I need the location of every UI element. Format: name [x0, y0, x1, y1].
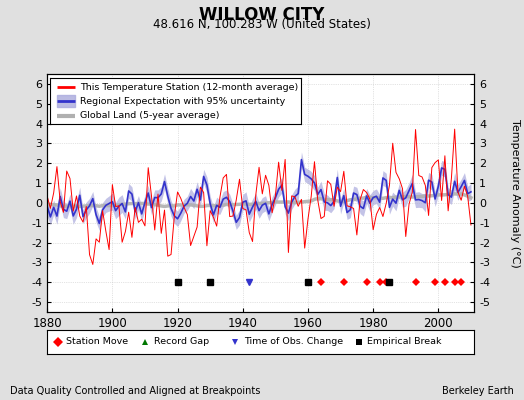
Text: 48.616 N, 100.283 W (United States): 48.616 N, 100.283 W (United States) — [153, 18, 371, 31]
Text: Regional Expectation with 95% uncertainty: Regional Expectation with 95% uncertaint… — [80, 96, 285, 106]
Text: Data Quality Controlled and Aligned at Breakpoints: Data Quality Controlled and Aligned at B… — [10, 386, 261, 396]
Text: Time of Obs. Change: Time of Obs. Change — [244, 338, 343, 346]
Text: Global Land (5-year average): Global Land (5-year average) — [80, 111, 220, 120]
Text: This Temperature Station (12-month average): This Temperature Station (12-month avera… — [80, 83, 298, 92]
Text: Empirical Break: Empirical Break — [367, 338, 442, 346]
Y-axis label: Temperature Anomaly (°C): Temperature Anomaly (°C) — [510, 119, 520, 267]
Text: Station Move: Station Move — [67, 338, 128, 346]
Text: Berkeley Earth: Berkeley Earth — [442, 386, 514, 396]
Text: WILLOW CITY: WILLOW CITY — [199, 6, 325, 24]
Text: Record Gap: Record Gap — [154, 338, 209, 346]
